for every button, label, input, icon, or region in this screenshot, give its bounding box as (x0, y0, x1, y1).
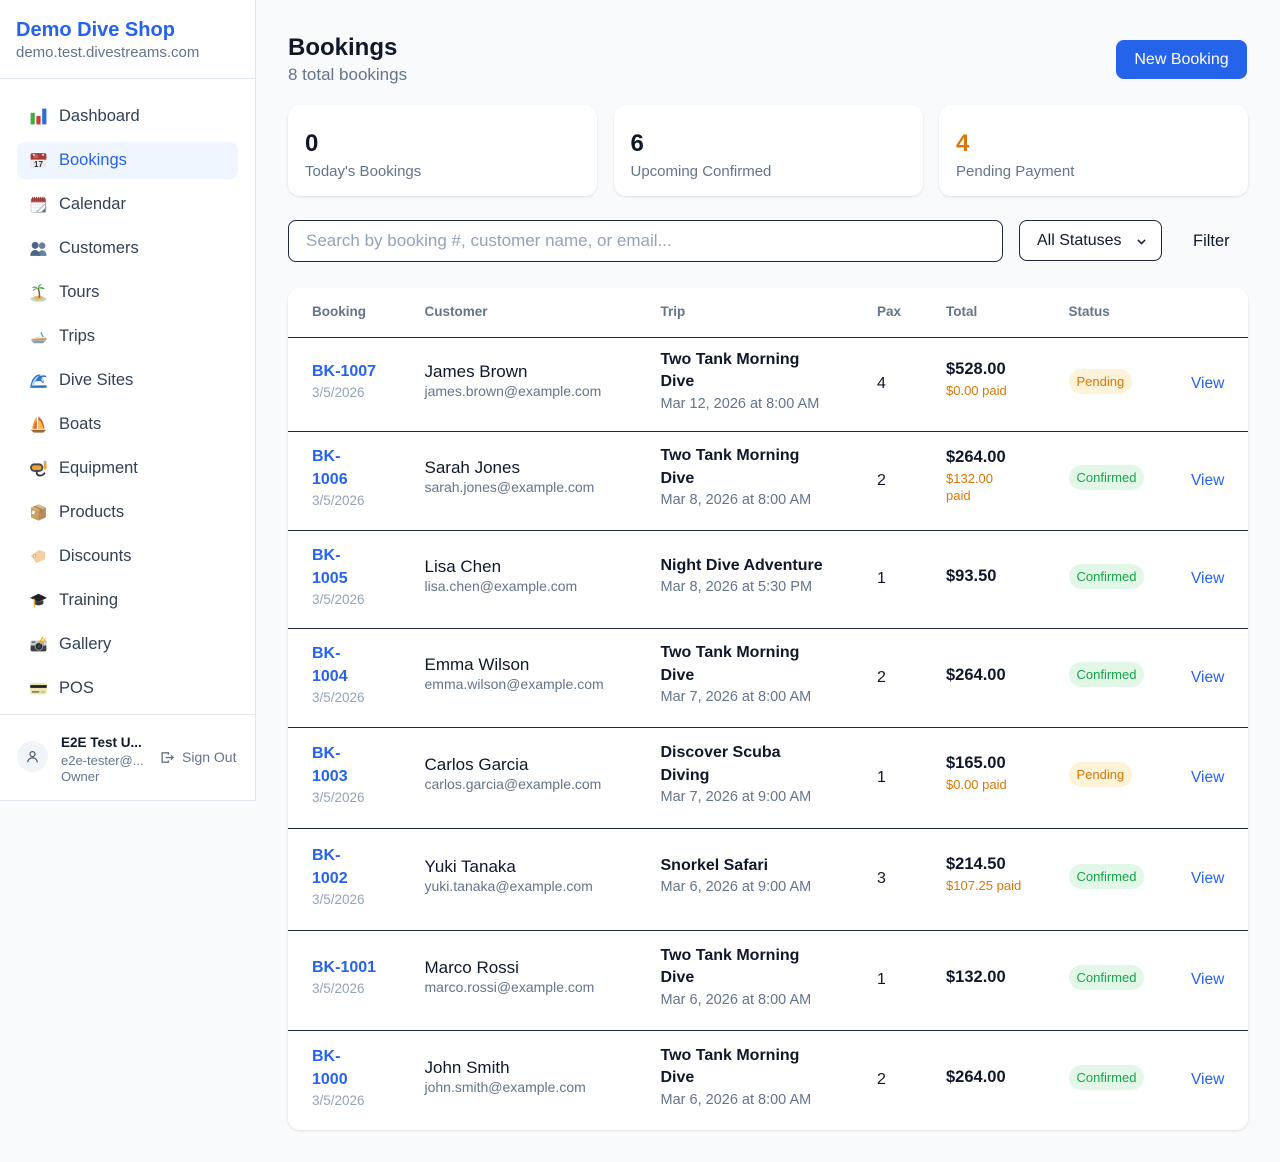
svg-text:M: M (34, 154, 38, 159)
svg-text:17: 17 (34, 160, 43, 169)
